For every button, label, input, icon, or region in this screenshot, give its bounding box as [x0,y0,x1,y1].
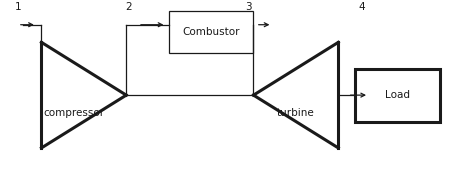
Text: 4: 4 [358,2,365,12]
Text: compressor: compressor [44,108,105,118]
Text: Load: Load [385,90,410,100]
Bar [355,69,439,121]
Text: turbine: turbine [277,108,315,118]
Text: 2: 2 [125,2,132,12]
Text: Combustor: Combustor [182,27,240,37]
Bar [169,11,254,53]
Text: 1: 1 [15,2,21,12]
Text: 3: 3 [246,2,252,12]
